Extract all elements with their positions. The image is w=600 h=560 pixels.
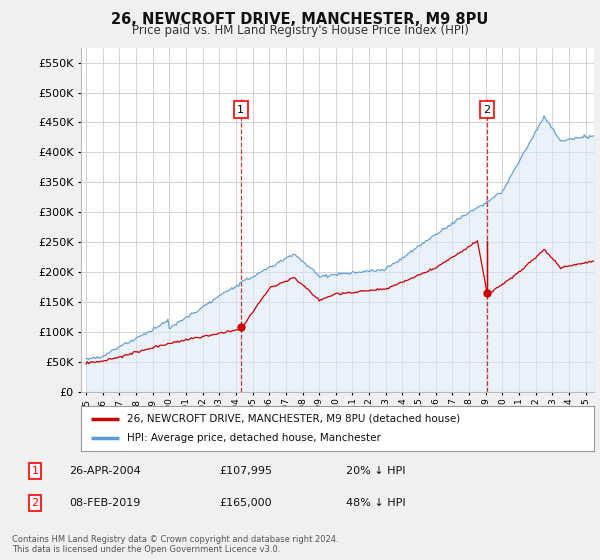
Text: 08-FEB-2019: 08-FEB-2019 — [70, 498, 141, 508]
Text: 26-APR-2004: 26-APR-2004 — [70, 466, 142, 476]
Text: 26, NEWCROFT DRIVE, MANCHESTER, M9 8PU (detached house): 26, NEWCROFT DRIVE, MANCHESTER, M9 8PU (… — [127, 413, 460, 423]
Text: 1: 1 — [32, 466, 38, 476]
Text: 2: 2 — [31, 498, 38, 508]
Text: 2: 2 — [484, 105, 491, 115]
Text: 48% ↓ HPI: 48% ↓ HPI — [346, 498, 406, 508]
Text: HPI: Average price, detached house, Manchester: HPI: Average price, detached house, Manc… — [127, 433, 381, 444]
Text: 1: 1 — [237, 105, 244, 115]
Text: Price paid vs. HM Land Registry's House Price Index (HPI): Price paid vs. HM Land Registry's House … — [131, 24, 469, 36]
Text: Contains HM Land Registry data © Crown copyright and database right 2024.
This d: Contains HM Land Registry data © Crown c… — [12, 535, 338, 554]
Text: £107,995: £107,995 — [220, 466, 272, 476]
Text: 26, NEWCROFT DRIVE, MANCHESTER, M9 8PU: 26, NEWCROFT DRIVE, MANCHESTER, M9 8PU — [112, 12, 488, 27]
Text: 20% ↓ HPI: 20% ↓ HPI — [346, 466, 406, 476]
Text: £165,000: £165,000 — [220, 498, 272, 508]
